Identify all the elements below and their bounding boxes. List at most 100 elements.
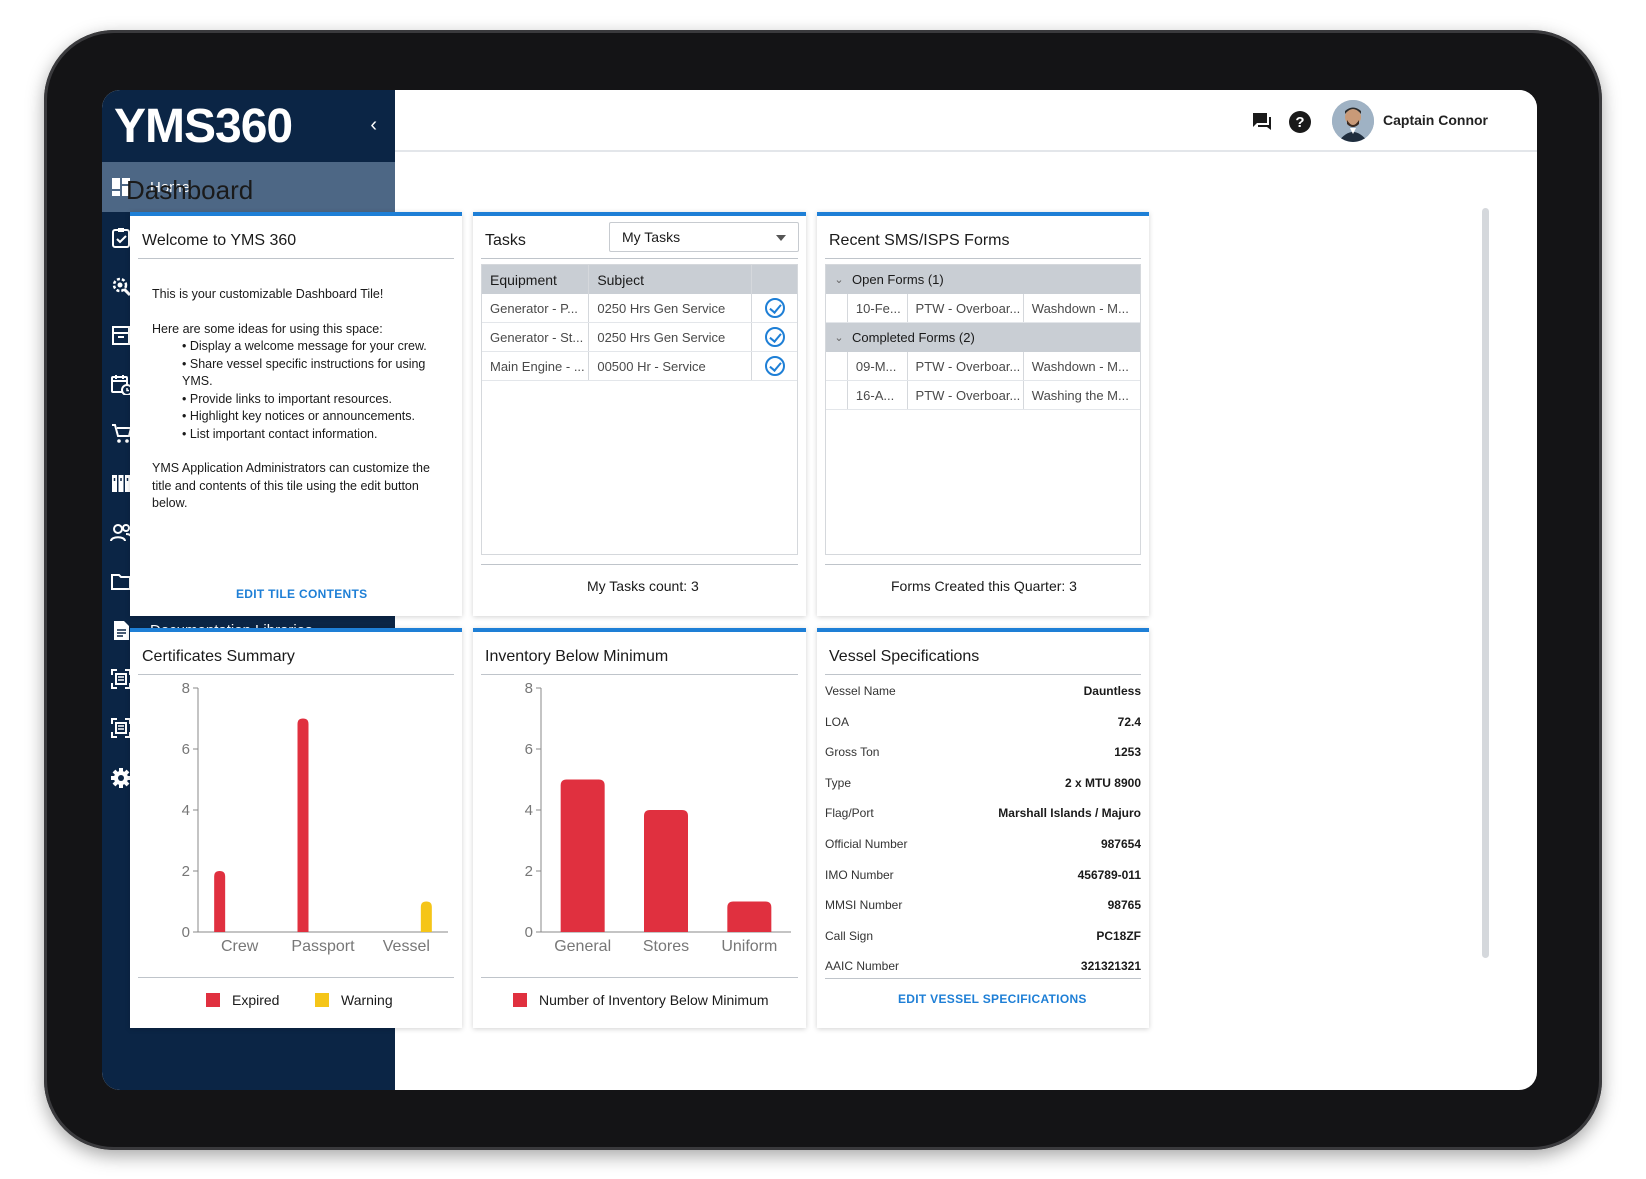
spec-value: Dauntless [1083,684,1141,698]
form-group-header[interactable]: ⌄ Completed Forms (2) [826,323,1140,352]
y-tick-label: 6 [182,741,190,758]
row-indent [826,294,848,322]
chart-title: Certificates Summary [142,648,295,665]
check-circle-icon[interactable] [764,327,785,347]
bar-warning-vessel[interactable] [420,901,432,933]
people-icon [110,521,132,543]
spec-label: AAIC Number [825,959,900,974]
y-tick-label: 2 [182,863,190,880]
table-row[interactable]: 16-A... PTW - Overboar... Washing the M... [826,381,1140,410]
divider [825,978,1141,979]
legend-item-inventory[interactable]: Number of Inventory Below Minimum [513,992,769,1008]
table-row[interactable]: 09-M... PTW - Overboar... Washdown - M... [826,352,1140,381]
spec-label: IMO Number [825,867,894,882]
column-header-subject[interactable]: Subject [589,265,753,294]
x-tick-label: Vessel [383,938,430,955]
welcome-intro: This is your customizable Dashboard Tile… [152,287,384,301]
x-tick-label: General [554,938,611,955]
table-row[interactable]: 10-Fe... PTW - Overboar... Washdown - M... [826,294,1140,323]
list-item: Share vessel specific instructions for u… [182,356,452,391]
forms-count: Forms Created this Quarter: 3 [891,578,1077,594]
chevron-left-icon[interactable]: ‹ [370,114,377,136]
bar-number-of-inventory-below-minimum-uniform[interactable] [727,901,772,933]
avatar[interactable] [1332,100,1374,142]
y-tick-label: 0 [182,924,190,941]
sidebar-item-home[interactable]: Home [102,162,395,212]
task-subject: 0250 Hrs Gen Service [589,294,753,322]
form-group-label: Completed Forms (2) [852,330,975,345]
spec-value: 1253 [1114,745,1141,760]
bar-number-of-inventory-below-minimum-stores[interactable] [644,810,688,932]
form-type: PTW - Overboar... [908,381,1024,409]
document-icon [110,619,132,641]
form-group-header[interactable]: ⌄ Open Forms (1) [826,265,1140,294]
table-row[interactable]: Main Engine - ... 00500 Hr - Service [482,352,797,381]
chat-icon[interactable] [1250,110,1274,134]
spec-label: Type [825,775,852,790]
legend-item-expired[interactable]: Expired [206,992,279,1008]
divider [481,564,798,565]
forms-rows: ⌄ Open Forms (1) 10-Fe... PTW - Overboar...… [826,265,1140,410]
spec-label: Gross Ton [825,745,880,760]
spec-label: Flag/Port [825,806,874,821]
main-scrollbar[interactable] [1482,208,1489,958]
help-icon[interactable]: ? [1288,110,1312,134]
user-name[interactable]: Captain Connor [1383,112,1488,128]
task-filter-select[interactable]: My Tasks [609,222,799,252]
spec-value: Marshall Islands / Majuro [998,806,1141,821]
spec-value: 72.4 [1117,714,1141,729]
app-screen: YMS360 ‹ HomeTasks›EquipmentSpares & Inv… [102,90,1537,1090]
certificates-summary-tile: Certificates Summary 0 2 4 6 8 Crew Passport Ve… [130,628,462,1028]
edit-vessel-specifications-button[interactable]: EDIT VESSEL SPECIFICATIONS [898,992,1087,1006]
user-avatar-icon [1332,100,1374,142]
bar-expired-passport[interactable] [297,718,309,933]
x-tick-label: Uniform [721,938,777,955]
table-row[interactable]: Generator - St... 0250 Hrs Gen Service [482,323,797,352]
column-header-equipment[interactable]: Equipment [482,265,590,294]
task-subject: 00500 Hr - Service [589,352,753,380]
spec-value: PC18ZF [1096,928,1141,943]
form-type: PTW - Overboar... [908,352,1024,380]
bar-number-of-inventory-below-minimum-general[interactable] [560,779,605,933]
spec-row: IMO Number 456789-011 [825,868,1141,888]
page-title: Dashboard [126,175,254,205]
form-scan-icon [110,717,132,739]
table-row[interactable]: Generator - P... 0250 Hrs Gen Service [482,294,797,323]
form-title: Washdown - M... [1031,358,1129,374]
check-circle-icon[interactable] [764,356,785,376]
form-type: PTW - Overboar... [908,294,1024,322]
form-group-label: Open Forms (1) [852,272,944,287]
spec-row: Type 2 x MTU 8900 [825,776,1141,796]
spec-row: Gross Ton 1253 [825,745,1141,765]
legend-item-warning[interactable]: Warning [315,992,393,1008]
legend-swatch [513,993,527,1007]
spec-value: 98765 [1107,898,1141,913]
gear-wrench-icon [110,275,132,297]
inventory-below-minimum-tile: Inventory Below Minimum 0 2 4 6 8 General Stor… [473,628,806,1028]
top-bar: ? Captain Connor [395,90,1537,152]
forms-tile: Recent SMS/ISPS Forms ⌄ Open Forms (1) 10-… [817,212,1149,616]
bar-expired-crew[interactable] [214,871,226,932]
ideas-list: Display a welcome message for your crew.… [152,338,452,443]
certificates-chart: 0 2 4 6 8 Crew Passport Vessel [182,680,448,955]
divider [481,674,798,675]
check-circle-icon[interactable] [764,298,785,318]
list-item: Highlight key notices or announcements. [182,408,452,426]
y-tick-label: 2 [525,863,533,880]
logo-row: YMS360 ‹ [102,90,395,162]
form-title: Washing the M... [1031,387,1129,403]
legend-label: Warning [341,992,393,1008]
task-filter-value: My Tasks [622,229,681,245]
divider [138,977,454,978]
tasks-tile: Tasks My Tasks Equipment Subject Generat… [473,212,806,616]
list-item: Provide links to important resources. [182,391,452,409]
form-date: 09-M... [848,352,908,380]
spec-row: LOA 72.4 [825,715,1141,735]
spec-row: AAIC Number 321321321 [825,959,1141,979]
welcome-ideas-heading: Here are some ideas for using this space… [152,321,383,336]
dashboard-icon [110,176,132,198]
y-tick-label: 8 [525,680,533,697]
edit-tile-contents-button[interactable]: EDIT TILE CONTENTS [236,587,368,601]
y-tick-label: 0 [525,924,533,941]
folder-icon [110,570,132,592]
